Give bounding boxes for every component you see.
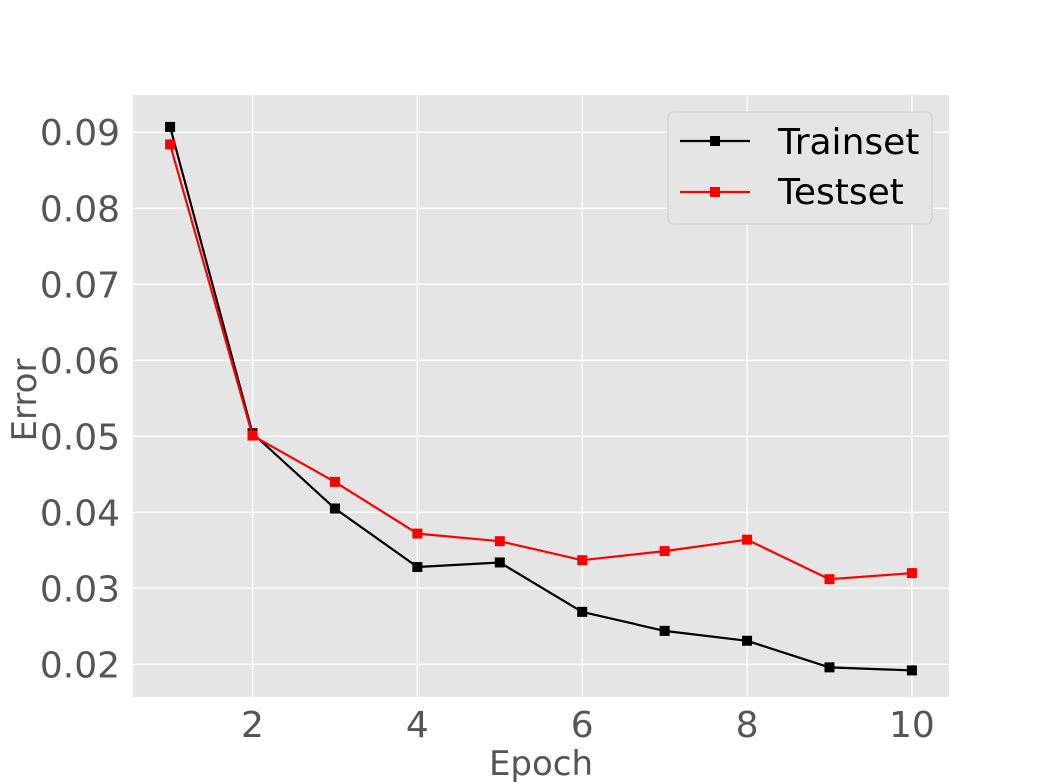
data-point-trainset [165,121,176,132]
data-point-testset [329,476,340,487]
data-point-trainset [494,557,505,568]
x-tick-label: 10 [889,705,935,746]
y-axis-label: Error [5,359,45,442]
data-point-testset [906,568,917,579]
legend-marker-testset [710,187,720,197]
y-tick-label: 0.09 [40,113,120,154]
x-tick-label: 4 [406,705,429,746]
legend-marker-trainset [710,136,720,146]
x-tick-labels: 2 4 6 8 10 [241,705,935,746]
data-point-trainset [824,662,835,673]
data-point-testset [165,139,176,150]
y-tick-label: 0.05 [40,417,120,458]
y-tick-label: 0.02 [40,645,120,686]
y-tick-label: 0.07 [40,265,120,306]
data-point-testset [494,536,505,547]
series-line-testset [169,144,912,581]
data-point-testset [247,430,258,441]
x-tick-label: 8 [736,705,759,746]
legend: Trainset Testset [667,111,933,225]
x-tick-label: 2 [241,705,264,746]
data-point-testset [659,546,670,557]
y-tick-label: 0.08 [40,189,120,230]
grid-lines [133,95,949,697]
y-tick-labels: 0.02 0.03 0.04 0.05 0.06 0.07 0.08 0.09 [40,113,120,686]
series-group [165,121,917,676]
data-point-trainset [742,635,753,646]
y-tick-label: 0.03 [40,569,120,610]
x-axis-label: Epoch [489,744,593,784]
legend-label-testset: Testset [777,172,904,213]
data-point-testset [742,534,753,545]
legend-label-trainset: Trainset [777,122,919,163]
data-point-trainset [329,503,340,514]
y-tick-label: 0.04 [40,493,120,534]
data-point-trainset [577,606,588,617]
data-point-trainset [906,665,917,676]
x-tick-label: 6 [571,705,594,746]
data-point-trainset [412,562,423,573]
series-line-trainset [169,126,912,672]
data-point-testset [412,528,423,539]
data-point-testset [577,555,588,566]
y-tick-label: 0.06 [40,341,120,382]
data-point-trainset [659,625,670,636]
data-point-testset [824,574,835,585]
